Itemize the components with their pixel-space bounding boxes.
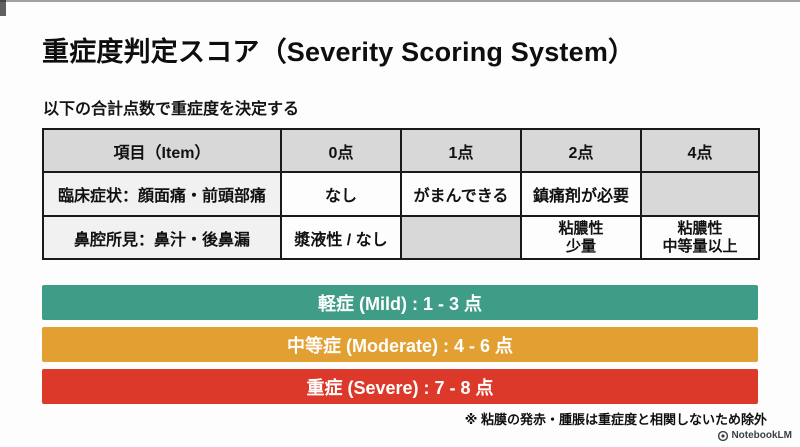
severity-band-moderate-label: 中等症 (Moderate) : 4 - 6 点 [286,335,514,356]
cell-nasal-2pt: 粘膿性 少量 [520,215,642,260]
row-label-nasal-findings: 鼻腔所見：鼻汁・後鼻漏 [42,215,282,260]
watermark-label: NotebookLM [731,430,792,441]
page-title: 重症度判定スコア（Severity Scoring System） [42,37,636,67]
watermark: NotebookLM [718,430,792,441]
cell-symptoms-1pt: がまんできる [400,171,522,217]
severity-band-severe: 重症 (Severe) : 7 - 8 点 [42,369,758,404]
cell-symptoms-4pt-empty [640,171,760,217]
severity-band-moderate: 中等症 (Moderate) : 4 - 6 点 [42,327,758,362]
col-header-0pt: 0点 [280,128,402,173]
cell-nasal-1pt-empty [400,215,522,260]
col-header-2pt: 2点 [520,128,642,173]
cell-symptoms-0pt: なし [280,171,402,217]
table-row: 鼻腔所見：鼻汁・後鼻漏 漿液性 / なし 粘膿性 少量 粘膿性 中等量以上 [42,215,760,260]
subtitle: 以下の合計点数で重症度を決定する [43,101,300,118]
row-label-clinical-symptoms: 臨床症状：顔面痛・前頭部痛 [42,171,282,217]
frame-corner-artifact [0,0,6,16]
footnote: ※ 粘膜の発赤・腫脹は重症度と相関しないため除外 [464,412,767,427]
col-header-1pt: 1点 [400,128,522,173]
severity-band-severe-label: 重症 (Severe) : 7 - 8 点 [306,377,494,398]
cell-symptoms-2pt: 鎮痛剤が必要 [520,171,642,217]
table-row: 臨床症状：顔面痛・前頭部痛 なし がまんできる 鎮痛剤が必要 [42,171,760,217]
severity-band-mild: 軽症 (Mild) : 1 - 3 点 [42,285,758,320]
col-header-4pt: 4点 [640,128,760,173]
cell-nasal-0pt: 漿液性 / なし [280,215,402,260]
notebooklm-logo-icon [718,430,729,441]
table-header-row: 項目（Item） 0点 1点 2点 4点 [42,128,760,173]
scoring-table: 項目（Item） 0点 1点 2点 4点 臨床症状：顔面痛・前頭部痛 なし がま… [42,128,760,260]
frame-edge-artifact [0,0,800,2]
severity-band-mild-label: 軽症 (Mild) : 1 - 3 点 [318,293,482,314]
col-header-item: 項目（Item） [42,128,282,173]
cell-nasal-4pt: 粘膿性 中等量以上 [640,215,760,260]
